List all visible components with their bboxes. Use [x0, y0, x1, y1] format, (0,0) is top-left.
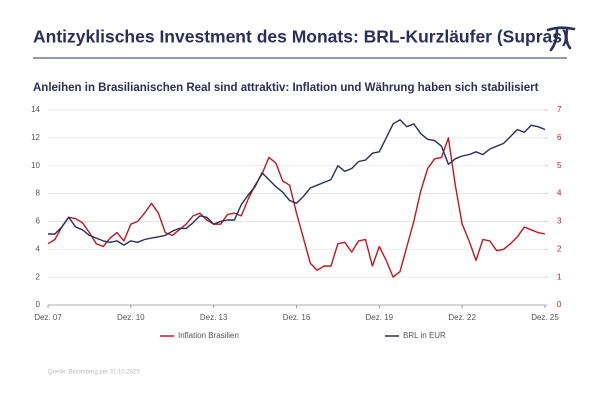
y2-tick-label: 6	[557, 133, 562, 142]
y2-tick-label: 2	[557, 244, 562, 253]
x-tick-label: Dez. 22	[448, 313, 476, 322]
series-line	[48, 119, 546, 246]
y2-tick-label: 1	[557, 272, 562, 281]
x-tick-label: Dez. 07	[34, 313, 62, 322]
y-tick-label: 12	[31, 133, 40, 142]
legend-label: BRL in EUR	[403, 331, 446, 340]
y2-tick-label: 0	[557, 300, 562, 309]
y-tick-label: 8	[36, 189, 41, 198]
y-tick-label: 0	[36, 300, 41, 309]
x-tick-label: Dez. 13	[200, 313, 228, 322]
x-tick-label: Dez. 10	[117, 313, 145, 322]
x-tick-label: Dez. 16	[283, 313, 311, 322]
logo	[546, 26, 576, 52]
y2-tick-label: 5	[557, 161, 562, 170]
y-tick-label: 4	[36, 244, 41, 253]
y-tick-label: 6	[36, 217, 41, 226]
y2-tick-label: 4	[557, 189, 562, 198]
y-tick-label: 10	[31, 161, 40, 170]
x-tick-label: Dez. 19	[366, 313, 394, 322]
y-tick-label: 14	[31, 105, 40, 114]
source-note: Quelle: Bloomberg per 31.10.2025	[48, 370, 140, 376]
y2-tick-label: 3	[557, 217, 562, 226]
series-line	[47, 137, 546, 278]
x-tick-label: Dez. 25	[531, 313, 559, 322]
y-tick-label: 2	[36, 272, 41, 281]
chart-title: Anleihen in Brasilianischen Real sind at…	[33, 82, 539, 94]
page-title: Antizyklisches Investment des Monats: BR…	[33, 27, 568, 47]
y2-tick-label: 7	[557, 105, 562, 114]
legend-label: Inflation Brasilien	[178, 331, 239, 340]
